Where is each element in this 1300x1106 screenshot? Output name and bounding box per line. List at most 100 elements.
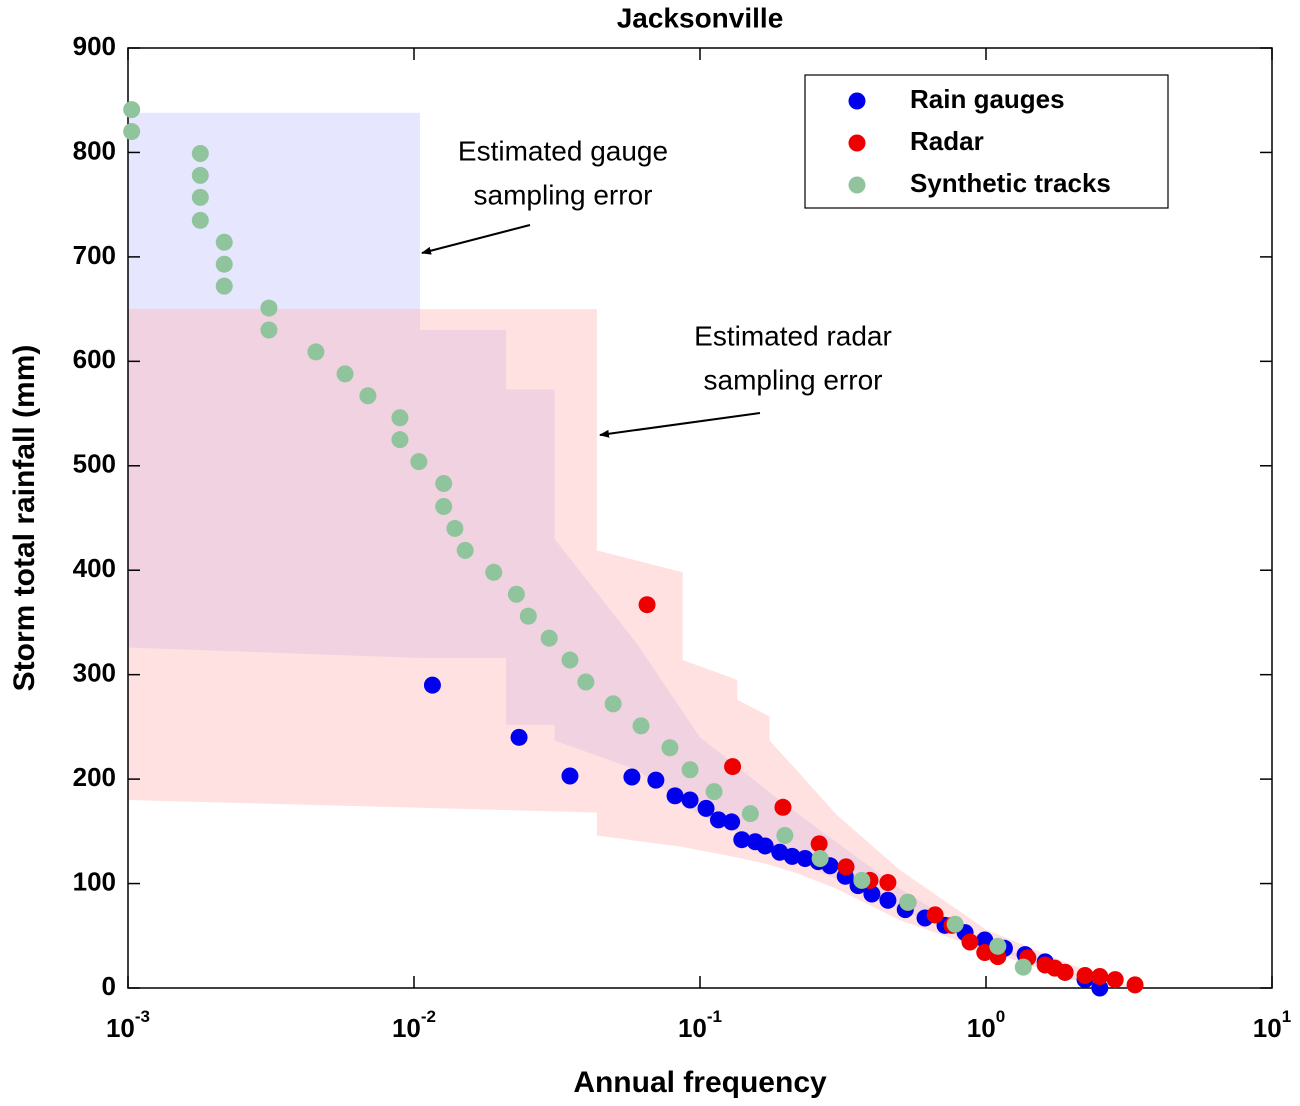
scatter-point [215, 277, 233, 295]
legend-marker [848, 134, 866, 152]
scatter-point [215, 233, 233, 251]
x-axis-label: Annual frequency [573, 1066, 827, 1099]
legend-label: Rain gauges [910, 84, 1065, 114]
legend-box [804, 74, 1169, 209]
scatter-point [709, 811, 727, 829]
scatter-point [191, 211, 209, 229]
x-tick-label: 10-1 [678, 1007, 722, 1042]
y-tick-label: 700 [73, 240, 116, 270]
scatter-point [260, 321, 278, 339]
scatter-point [796, 849, 814, 867]
scatter-point [623, 768, 641, 786]
legend-marker [848, 92, 866, 110]
scatter-point [510, 728, 528, 746]
scatter-point [123, 123, 141, 141]
x-tick-label: 10-2 [392, 1007, 436, 1042]
scatter-point [456, 541, 474, 559]
annotation: Estimated radar [694, 320, 892, 351]
x-tick-base: 10 [1253, 1013, 1282, 1043]
x-tick-exponent: 1 [1282, 1007, 1291, 1026]
scatter-point [899, 893, 917, 911]
annotation-arrow [599, 412, 761, 438]
x-tick-base: 10 [106, 1013, 135, 1043]
x-tick-exponent: 0 [996, 1007, 1005, 1026]
y-axis-label: Storm total rainfall (mm) [8, 345, 41, 692]
scatter-point [577, 673, 595, 691]
scatter-point [976, 943, 994, 961]
x-tick-label: 101 [1253, 1007, 1291, 1042]
scatter-point [946, 915, 964, 933]
x-tick-exponent: -1 [707, 1007, 722, 1026]
scatter-point [681, 761, 699, 779]
y-tick-label: 900 [73, 31, 116, 61]
scatter-point [561, 651, 579, 669]
x-tick-label: 10-3 [106, 1007, 150, 1042]
y-tick-label: 400 [73, 553, 116, 583]
scatter-point [435, 498, 453, 516]
scatter-point [810, 835, 828, 853]
scatter-point [191, 166, 209, 184]
scatter-point [1126, 976, 1144, 994]
x-tick-base: 10 [967, 1013, 996, 1043]
scatter-point [705, 783, 723, 801]
scatter-point [215, 255, 233, 273]
legend-marker [848, 176, 866, 194]
scatter-point [783, 847, 801, 865]
chart-title: Jacksonville [617, 2, 784, 33]
scatter-point [123, 101, 141, 119]
scatter-point [604, 695, 622, 713]
scatter-point [741, 805, 759, 823]
scatter-point [697, 799, 715, 817]
x-tick-label: 100 [967, 1007, 1005, 1042]
scatter-point [724, 758, 742, 776]
scatter-point [733, 831, 751, 849]
annotation: sampling error [474, 179, 653, 210]
x-tick-base: 10 [678, 1013, 707, 1043]
scatter-point [561, 767, 579, 785]
scatter-point [260, 299, 278, 317]
scatter-point [863, 885, 881, 903]
scatter-point [647, 771, 665, 789]
scatter-point [976, 931, 994, 949]
error-band [128, 309, 1135, 989]
annotation: sampling error [704, 364, 883, 395]
y-tick-label: 500 [73, 449, 116, 479]
scatter-point [540, 629, 558, 647]
scatter-point [1091, 968, 1109, 986]
scatter-point [632, 717, 650, 735]
scatter-point [774, 798, 792, 816]
scatter-point [1076, 966, 1094, 984]
scatter-point [666, 787, 684, 805]
scatter-point [989, 937, 1007, 955]
scatter-point [336, 365, 354, 383]
scatter-point [423, 676, 441, 694]
scatter-point [391, 409, 409, 427]
scatter-point [811, 849, 829, 867]
scatter-point [837, 858, 855, 876]
x-tick-exponent: -2 [421, 1007, 436, 1026]
scatter-point [853, 871, 871, 889]
legend-label: Radar [910, 126, 984, 156]
scatter-point [191, 144, 209, 162]
scatter-point [410, 453, 428, 471]
scatter-point [926, 906, 944, 924]
y-tick-label: 200 [73, 762, 116, 792]
scatter-point [507, 585, 525, 603]
scatter-point [879, 891, 897, 909]
scatter-point [681, 791, 699, 809]
scatter-point [485, 563, 503, 581]
annotation-arrow [421, 224, 531, 255]
x-tick-base: 10 [392, 1013, 421, 1043]
scatter-point [435, 475, 453, 493]
scatter-point [661, 739, 679, 757]
y-tick-label: 0 [102, 971, 116, 1001]
y-tick-label: 100 [73, 866, 116, 896]
scatter-point [723, 813, 741, 831]
scatter-point [307, 343, 325, 361]
scatter-point [391, 431, 409, 449]
scatter-point [1056, 963, 1074, 981]
scatter-point [1106, 971, 1124, 989]
error-band [128, 112, 1100, 988]
y-tick-label: 300 [73, 658, 116, 688]
